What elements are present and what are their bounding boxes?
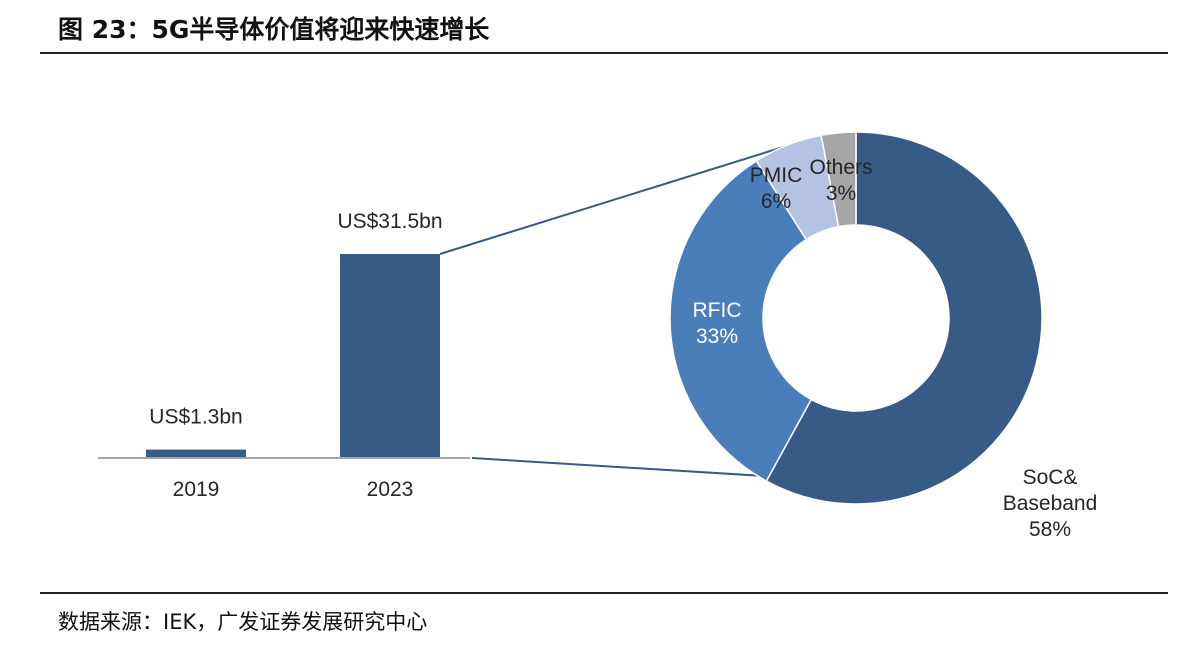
bar-2019: [146, 449, 246, 458]
donut-slice: [820, 131, 857, 228]
donut-slice: [669, 159, 813, 483]
chart-area: US$1.3bn 2019 US$31.5bn 2023 SoC& Baseband 58…: [98, 131, 1098, 541]
source-note: 数据来源：IEK，广发证券发展研究中心: [58, 610, 428, 634]
bar-value-label: US$31.5bn: [337, 210, 442, 233]
connector-bottom: [471, 457, 765, 477]
figure-title: 图 23：5G半导体价值将迎来快速增长: [58, 15, 490, 44]
title-divider: [40, 52, 1168, 54]
slice-label: Others 3%: [809, 156, 872, 205]
x-tick-label: 2019: [173, 478, 220, 501]
slice-label: SoC& Baseband 58%: [1003, 466, 1098, 541]
footer-divider: [40, 592, 1168, 594]
bar-2023: [340, 254, 440, 458]
donut-chart: SoC& Baseband 58% RFIC 33% PMIC 6%Others 3%: [669, 131, 1098, 541]
slice-label: RFIC 33%: [693, 299, 742, 348]
bar-value-label: US$1.3bn: [149, 406, 242, 429]
connector-lines: [439, 137, 813, 477]
connector-top: [439, 137, 813, 255]
donut-slice: [765, 131, 1043, 505]
bar-chart: US$1.3bn 2019 US$31.5bn 2023: [98, 210, 470, 501]
slice-label: PMIC 6%: [750, 164, 803, 213]
x-tick-label: 2023: [367, 478, 414, 501]
